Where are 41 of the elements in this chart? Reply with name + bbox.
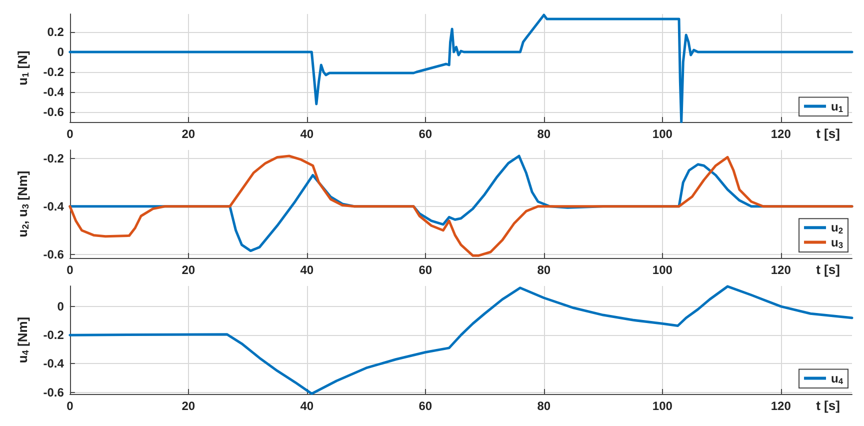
x-tick-label: 120 [770,263,792,277]
y-tick-label: -0.4 [43,85,64,99]
y-tick-label: -0.4 [43,356,64,371]
x-tick-label: 120 [770,127,792,141]
x-tick-label: 100 [652,127,673,141]
x-axis-title: t [s] [816,126,840,141]
x-tick-label: 80 [537,263,551,277]
line-series [68,285,854,395]
y-axis-title: u1 [N] [15,50,30,86]
y-tick-label: -0.6 [43,247,64,262]
x-tick-label: 80 [537,399,551,413]
y-tick-label: -0.2 [43,65,64,79]
x-tick-label: 0 [66,399,74,413]
y-tick-label: -0.6 [43,105,64,119]
x-tick-label: 100 [652,263,673,277]
y-tick-label: -0.4 [43,199,64,214]
x-tick-label: 0 [66,127,74,141]
y-tick-label: 0.2 [47,25,64,39]
y-tick-label: -0.2 [43,328,64,342]
x-tick-label: 20 [182,263,196,277]
y-tick-label: -0.6 [43,385,64,400]
x-tick-label: 100 [652,399,673,413]
x-axis-title: t [s] [816,398,840,413]
x-tick-label: 20 [182,127,196,141]
x-tick-label: 60 [418,127,432,141]
y-tick-label: 0 [57,299,64,314]
x-tick-label: 60 [418,263,432,277]
x-tick-label: 120 [770,399,792,413]
x-tick-label: 0 [66,263,74,277]
x-tick-label: 80 [537,127,551,141]
y-axis-title: u2, u3 [Nm] [15,170,30,238]
x-tick-label: 60 [418,399,432,413]
x-tick-label: 40 [300,263,314,277]
y-axis-title: u4 [Nm] [15,316,30,364]
y-tick-label: 0 [57,45,64,59]
x-tick-label: 20 [182,399,196,413]
x-tick-label: 40 [300,127,314,141]
x-tick-label: 40 [300,399,314,413]
line-series [68,14,854,124]
y-tick-label: -0.2 [43,151,64,166]
x-axis-title: t [s] [816,262,840,277]
